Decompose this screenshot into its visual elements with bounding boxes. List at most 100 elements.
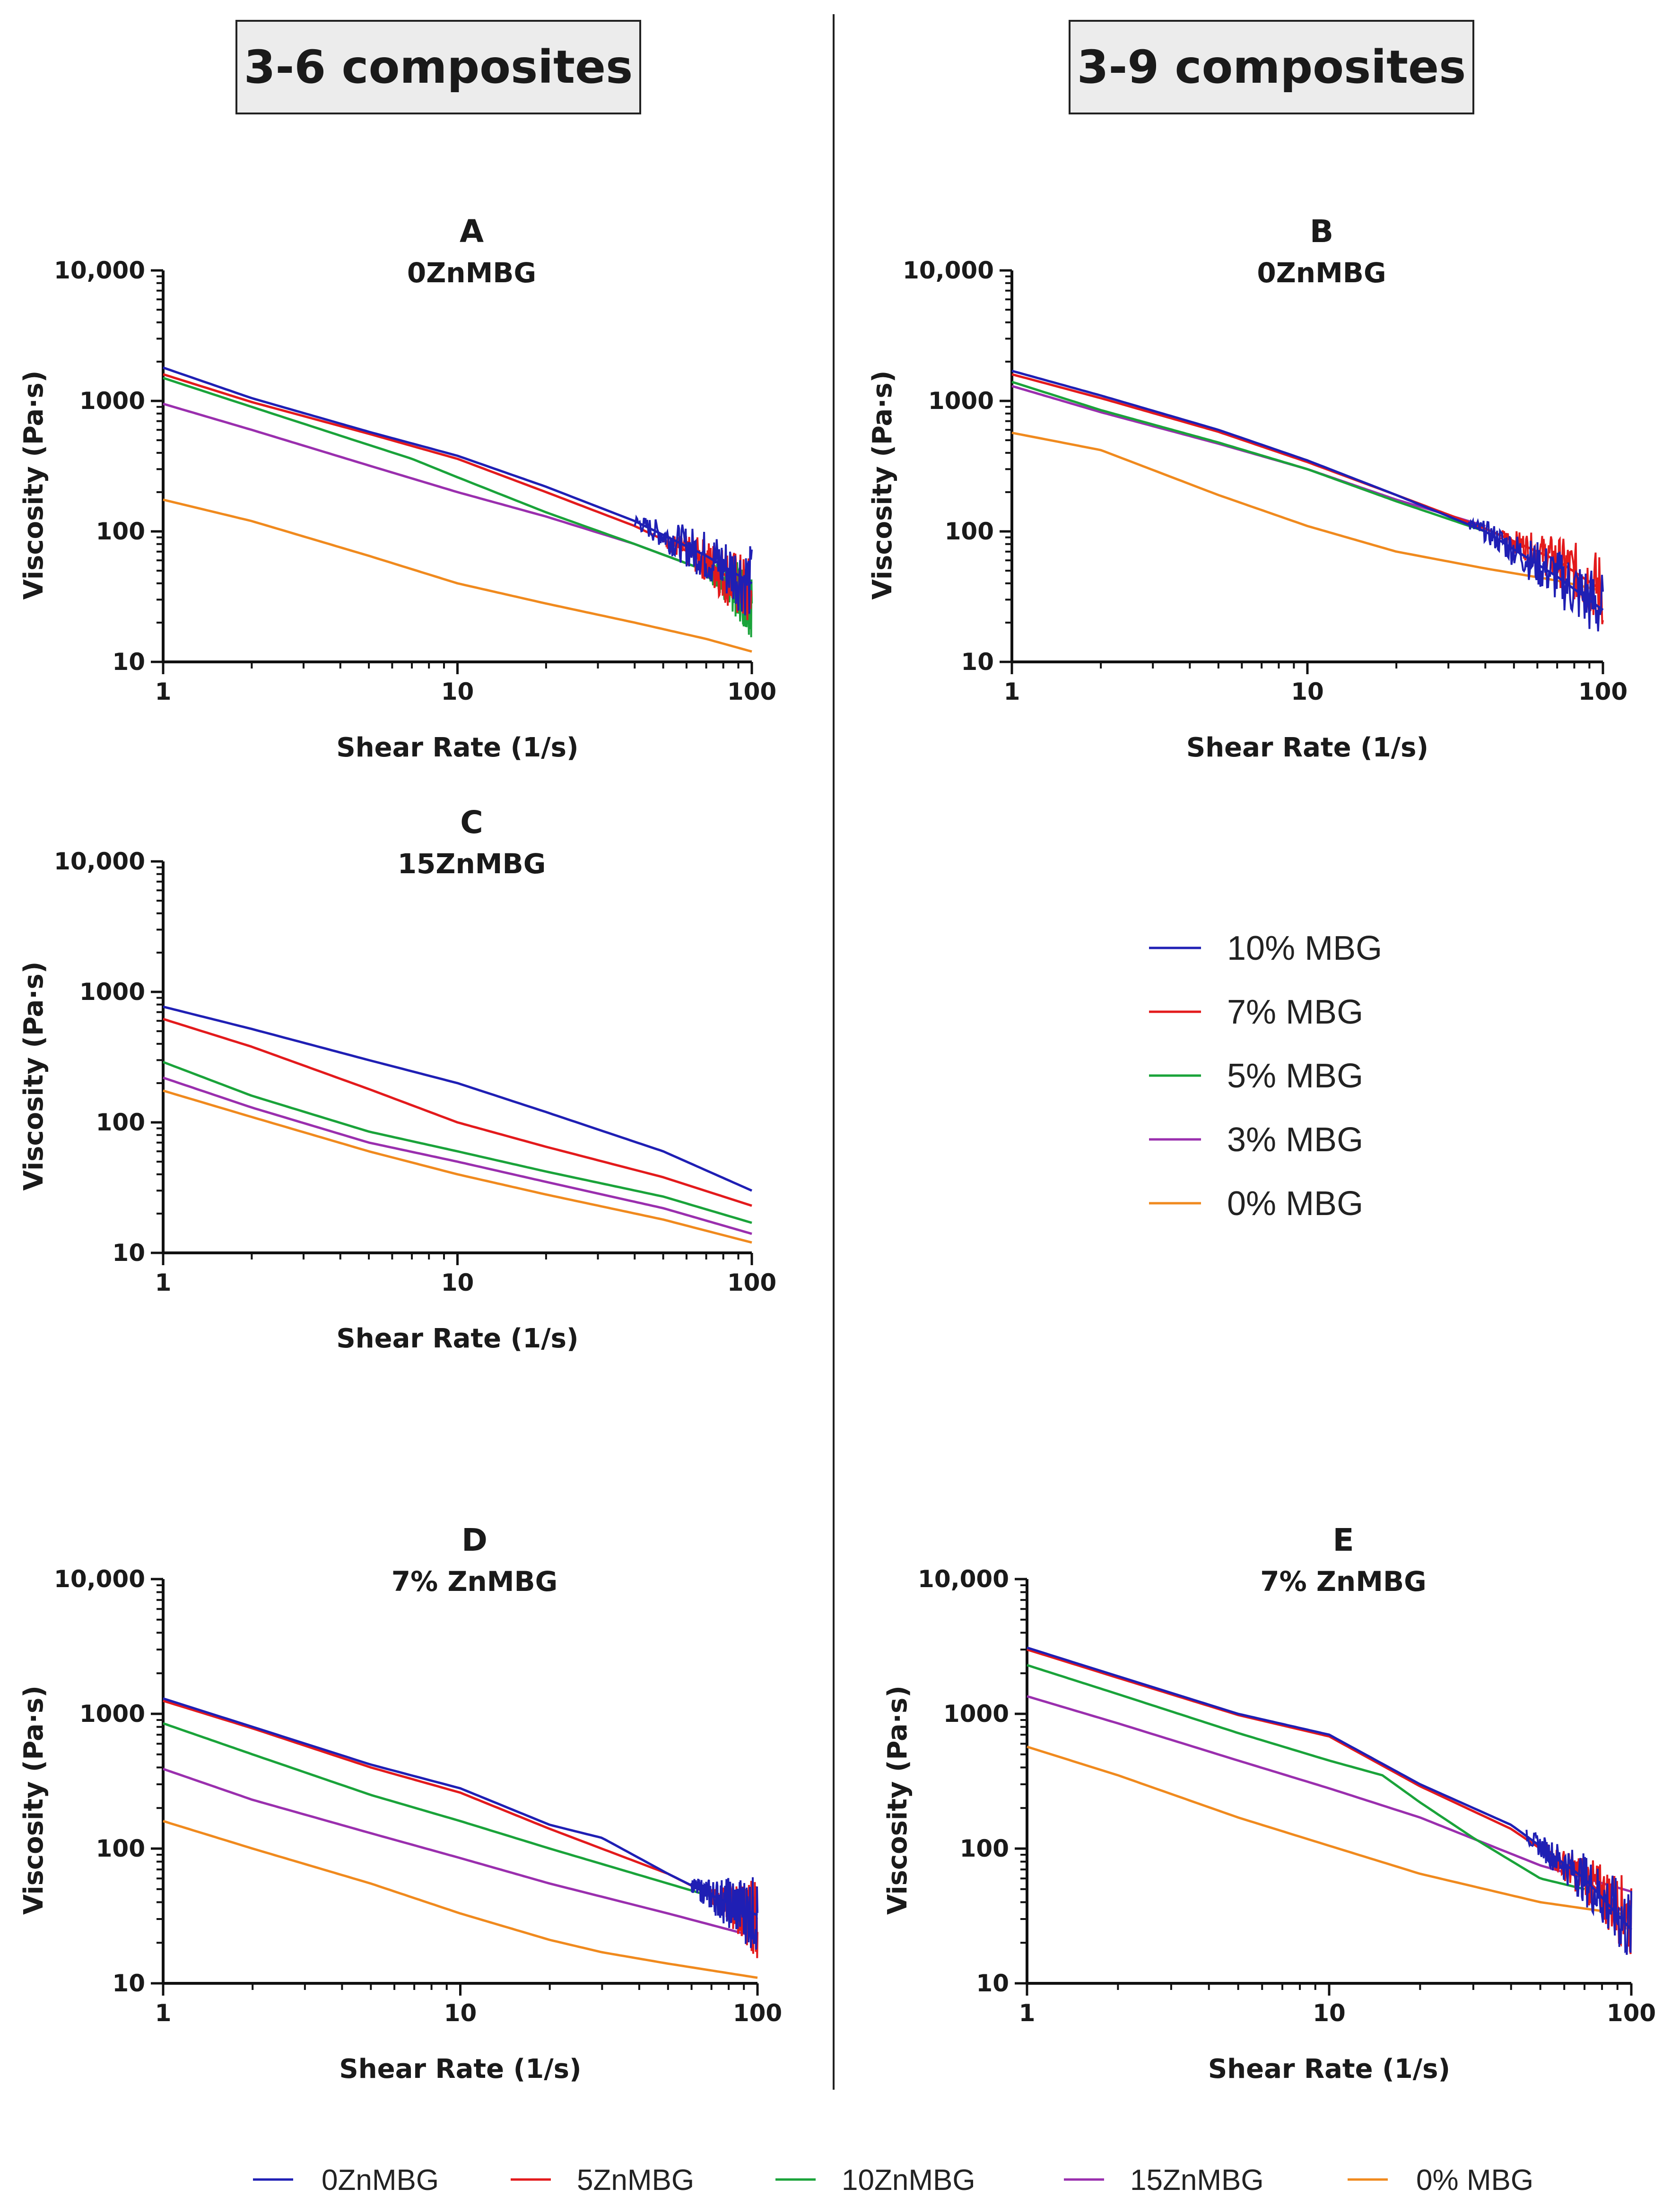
x-tick-label: 100 <box>727 678 776 705</box>
y-axis-label: Viscosity (Pa·s) <box>882 1685 913 1915</box>
x-axis-label: Shear Rate (1/s) <box>336 732 578 763</box>
series-line-0mbg <box>1011 431 1603 592</box>
panel-title: 15ZnMBG <box>398 848 546 880</box>
y-tick-label: 10 <box>976 1970 1009 1997</box>
series-line-10znmbg <box>1027 1664 1585 1891</box>
series-line-3mbg <box>163 1077 752 1235</box>
header-left-title: 3-6 composites <box>244 41 633 94</box>
x-tick-label: 1 <box>155 1999 172 2027</box>
series-noise-10mbg <box>1468 517 1604 632</box>
y-axis-label: Viscosity (Pa·s) <box>867 371 898 600</box>
legend-right-item: 3% MBG <box>1149 1121 1363 1159</box>
y-tick-label: 10 <box>112 1970 145 1997</box>
y-axis-label: Viscosity (Pa·s) <box>18 962 49 1191</box>
x-axis-label: Shear Rate (1/s) <box>336 1323 578 1354</box>
series-line-15znmbg <box>1027 1695 1632 1893</box>
series-line-3mbg <box>163 402 752 592</box>
series-noise-0znmbg <box>690 1877 758 1950</box>
y-tick-label: 1000 <box>79 978 145 1006</box>
series-line-0znmbg <box>1027 1646 1632 1931</box>
legend-right-item: 10% MBG <box>1149 929 1382 967</box>
panel-c: C 15ZnMBG 10 100 1000 10,000 1 10 100 Shear Rate … <box>18 804 776 1354</box>
series-line-0mbg <box>163 498 752 653</box>
legend-bottom-item: 15ZnMBG <box>1064 2164 1264 2197</box>
y-tick-label: 10,000 <box>54 257 145 284</box>
series-line-7mbg <box>163 1017 752 1207</box>
legend-right-label-4: 0% MBG <box>1227 1185 1363 1223</box>
legend-bottom-label-1: 5ZnMBG <box>577 2164 694 2197</box>
legend-bottom-item: 0% MBG <box>1348 2164 1533 2197</box>
series-line-10znmbg <box>163 1722 758 1911</box>
y-tick-label: 10,000 <box>54 848 145 875</box>
x-tick-label: 1 <box>155 678 172 705</box>
y-tick-label: 100 <box>96 1835 145 1862</box>
legend-right-item: 0% MBG <box>1149 1185 1363 1223</box>
y-tick-label: 1000 <box>79 387 145 415</box>
series-line-0mbg <box>1027 1746 1632 1917</box>
legend-bottom-label-2: 10ZnMBG <box>842 2164 975 2197</box>
x-tick-label: 1 <box>1019 1999 1036 2027</box>
series-line-10mbg <box>163 366 753 584</box>
x-tick-label: 10 <box>441 678 474 705</box>
x-tick-label: 10 <box>1291 678 1324 705</box>
y-tick-label: 1000 <box>79 1700 145 1728</box>
y-tick-label: 10,000 <box>54 1565 145 1593</box>
legend-right: 10% MBG 7% MBG 5% MBG 3% MBG 0% MBG <box>1149 929 1382 1223</box>
header-right-title: 3-9 composites <box>1077 41 1466 94</box>
x-tick-label: 10 <box>1313 1999 1346 2027</box>
y-tick-label: 100 <box>96 1109 145 1136</box>
x-tick-label: 100 <box>1578 678 1628 705</box>
legend-right-item: 7% MBG <box>1149 993 1363 1031</box>
series-line-5mbg <box>163 377 753 601</box>
header-left-box <box>235 20 641 114</box>
panel-title: 7% ZnMBG <box>1260 1565 1427 1598</box>
series-noise-10mbg <box>634 514 753 616</box>
panel-title: 7% ZnMBG <box>392 1565 558 1598</box>
y-tick-label: 10,000 <box>903 257 994 284</box>
legend-bottom: 0ZnMBG 5ZnMBG 10ZnMBG 15ZnMBG 0% MBG <box>253 2164 1533 2197</box>
panel-title: 0ZnMBG <box>407 257 536 289</box>
x-axis-label: Shear Rate (1/s) <box>339 2054 581 2084</box>
y-tick-label: 100 <box>945 518 994 545</box>
header-right-box <box>1069 20 1474 114</box>
legend-right-label-0: 10% MBG <box>1227 929 1382 967</box>
panel-a: A 0ZnMBG 10 100 1000 10,000 1 10 100 Shear Rate (… <box>18 213 776 763</box>
legend-bottom-item: 10ZnMBG <box>775 2164 975 2197</box>
series-line-5znmbg <box>163 1700 758 1920</box>
legend-bottom-label-3: 15ZnMBG <box>1130 2164 1264 2197</box>
legend-bottom-item: 5ZnMBG <box>511 2164 694 2197</box>
y-tick-label: 10 <box>112 648 145 676</box>
panel-d: D 7% ZnMBG 10 100 1000 10,000 1 10 100 Shear Rate… <box>18 1522 782 2084</box>
series-line-15znmbg <box>163 1768 758 1938</box>
y-tick-label: 1000 <box>943 1700 1009 1728</box>
panel-letter: D <box>461 1522 487 1558</box>
panel-letter: C <box>460 804 483 841</box>
series-line-0znmbg <box>163 1697 758 1917</box>
header-right: 3-9 composites <box>1069 20 1474 114</box>
y-tick-label: 100 <box>96 518 145 545</box>
legend-right-label-2: 5% MBG <box>1227 1057 1363 1095</box>
series-line-10mbg <box>163 1005 752 1192</box>
header-left: 3-6 composites <box>235 20 641 114</box>
x-tick-label: 1 <box>1004 678 1020 705</box>
panel-letter: E <box>1332 1522 1354 1558</box>
x-tick-label: 10 <box>441 1269 474 1296</box>
panel-letter: B <box>1310 213 1333 250</box>
x-tick-label: 100 <box>733 1999 782 2027</box>
legend-bottom-label-0: 0ZnMBG <box>322 2164 439 2197</box>
x-axis-label: Shear Rate (1/s) <box>1208 2054 1450 2084</box>
y-axis-label: Viscosity (Pa·s) <box>18 1685 49 1915</box>
panel-title: 0ZnMBG <box>1257 257 1386 289</box>
y-tick-label: 10 <box>112 1239 145 1267</box>
legend-right-label-3: 3% MBG <box>1227 1121 1363 1159</box>
series-line-0mbg <box>163 1820 758 1979</box>
x-axis-label: Shear Rate (1/s) <box>1186 732 1428 763</box>
panel-e: E 7% ZnMBG 10 100 1000 10,000 1 10 100 Shear Rate… <box>882 1522 1656 2084</box>
series-noise-0znmbg <box>1525 1830 1632 1955</box>
series-line-5mbg <box>163 1061 752 1224</box>
y-tick-label: 10,000 <box>918 1565 1009 1593</box>
y-axis-label: Viscosity (Pa·s) <box>18 371 49 600</box>
series-line-5mbg <box>1011 381 1486 533</box>
x-tick-label: 1 <box>155 1269 172 1296</box>
series-line-5znmbg <box>1027 1648 1632 1920</box>
